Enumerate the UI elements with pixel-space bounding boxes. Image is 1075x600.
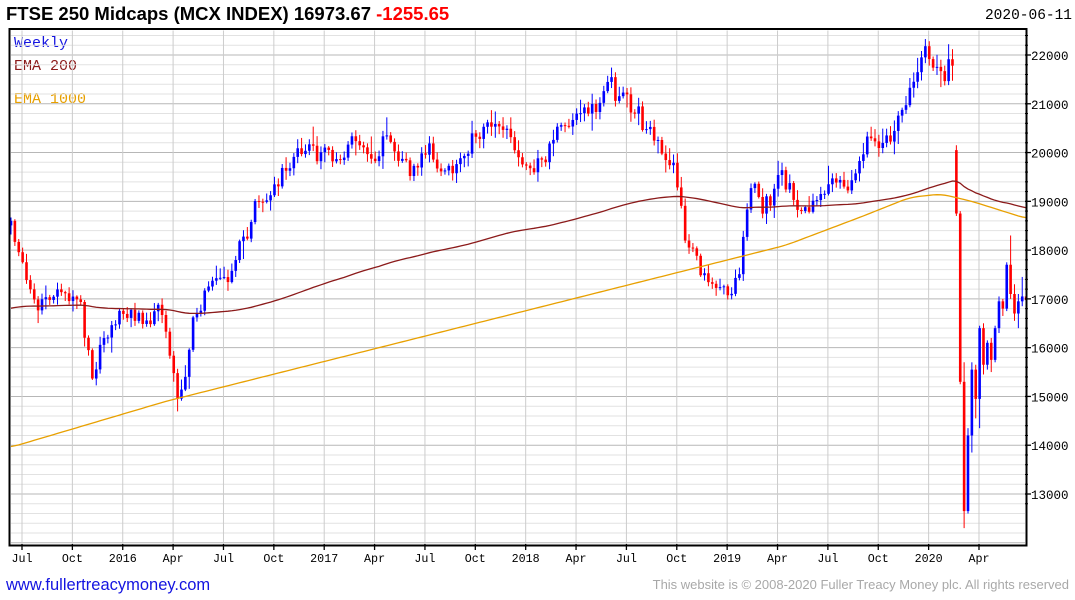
svg-text:19000: 19000 bbox=[1031, 196, 1069, 210]
svg-text:2016: 2016 bbox=[109, 552, 137, 566]
svg-text:Jul: Jul bbox=[616, 552, 637, 566]
svg-text:2019: 2019 bbox=[713, 552, 741, 566]
svg-text:22000: 22000 bbox=[1031, 50, 1069, 64]
svg-text:2020: 2020 bbox=[915, 552, 943, 566]
svg-text:Jul: Jul bbox=[817, 552, 838, 566]
svg-text:Oct: Oct bbox=[868, 552, 889, 566]
svg-text:Oct: Oct bbox=[465, 552, 486, 566]
svg-text:18000: 18000 bbox=[1031, 245, 1069, 259]
svg-text:14000: 14000 bbox=[1031, 440, 1069, 454]
svg-text:Jul: Jul bbox=[213, 552, 234, 566]
svg-text:13000: 13000 bbox=[1031, 489, 1069, 503]
svg-text:Apr: Apr bbox=[968, 552, 989, 566]
svg-text:2017: 2017 bbox=[310, 552, 338, 566]
svg-text:15000: 15000 bbox=[1031, 391, 1069, 405]
svg-text:Oct: Oct bbox=[263, 552, 284, 566]
svg-text:16000: 16000 bbox=[1031, 343, 1069, 357]
svg-text:17000: 17000 bbox=[1031, 294, 1069, 308]
svg-text:Oct: Oct bbox=[62, 552, 83, 566]
svg-text:Jul: Jul bbox=[414, 552, 435, 566]
svg-text:20000: 20000 bbox=[1031, 148, 1069, 162]
svg-text:2018: 2018 bbox=[512, 552, 540, 566]
svg-text:Apr: Apr bbox=[364, 552, 385, 566]
svg-text:Oct: Oct bbox=[666, 552, 687, 566]
svg-text:Jul: Jul bbox=[11, 552, 32, 566]
svg-text:Apr: Apr bbox=[163, 552, 184, 566]
svg-text:Apr: Apr bbox=[566, 552, 587, 566]
svg-text:21000: 21000 bbox=[1031, 99, 1069, 113]
svg-text:Apr: Apr bbox=[767, 552, 788, 566]
